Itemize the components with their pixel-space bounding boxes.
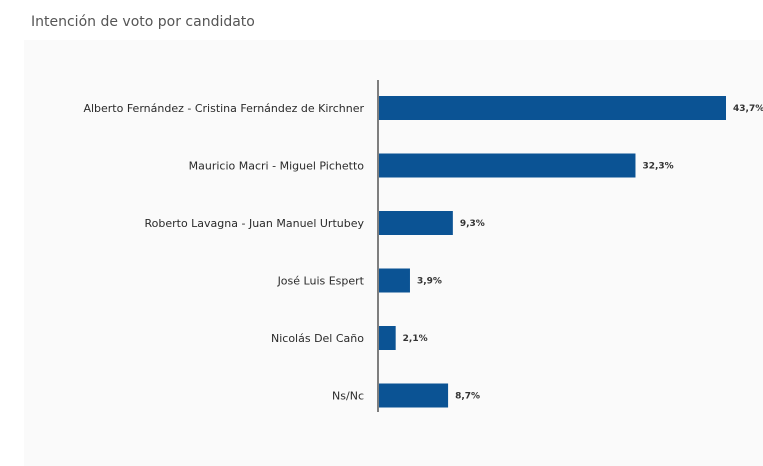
value-label: 9,3% xyxy=(460,219,485,229)
category-label: Roberto Lavagna - Juan Manuel Urtubey xyxy=(144,217,364,230)
bar xyxy=(379,268,410,293)
bar xyxy=(379,383,449,408)
category-label: Ns/Nc xyxy=(332,390,364,403)
chart-panel: Alberto Fernández - Cristina Fernández d… xyxy=(24,40,763,466)
category-label: Alberto Fernández - Cristina Fernández d… xyxy=(83,102,364,115)
value-label: 32,3% xyxy=(642,162,673,172)
value-label: 2,1% xyxy=(403,334,428,344)
bar xyxy=(379,326,396,350)
bar xyxy=(379,153,636,178)
bar-chart: Alberto Fernández - Cristina Fernández d… xyxy=(83,80,763,412)
chart-caption: Intención de voto por candidato xyxy=(31,14,255,30)
bar xyxy=(379,96,726,120)
value-label: 3,9% xyxy=(417,277,442,287)
category-label: Mauricio Macri - Miguel Pichetto xyxy=(189,160,365,173)
category-label: Nicolás Del Caño xyxy=(271,332,364,345)
value-label: 43,7% xyxy=(733,104,763,114)
bar xyxy=(379,211,453,235)
value-label: 8,7% xyxy=(455,392,480,402)
category-label: José Luis Espert xyxy=(277,275,365,288)
